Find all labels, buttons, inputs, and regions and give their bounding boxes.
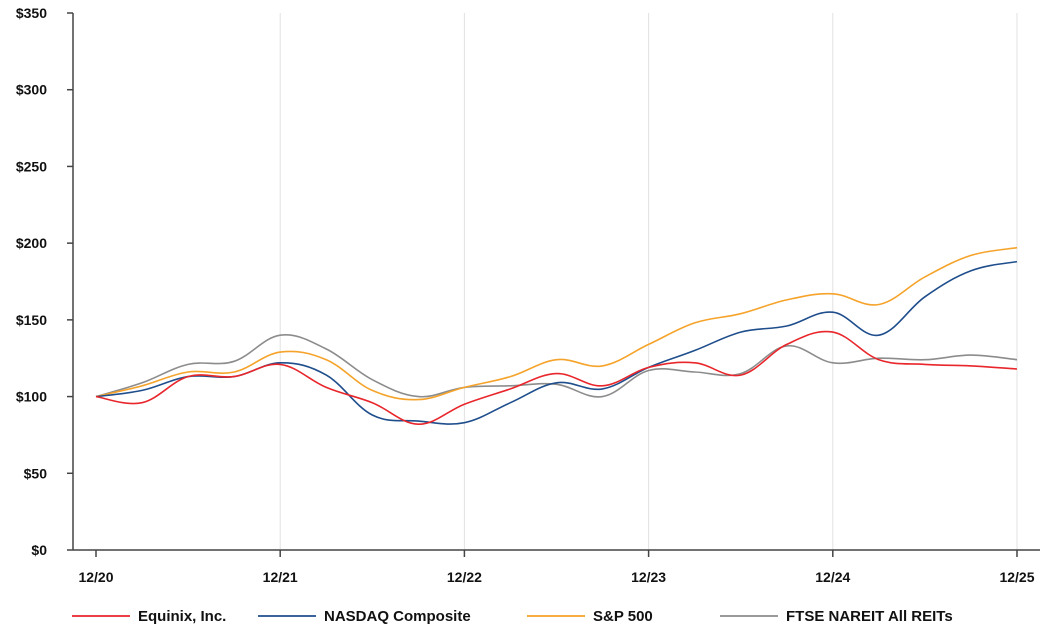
legend-item-equinix-inc: Equinix, Inc. xyxy=(72,608,226,625)
x-tick-label: 12/22 xyxy=(447,569,482,585)
y-tick-label: $200 xyxy=(16,235,47,251)
legend-label: Equinix, Inc. xyxy=(138,608,226,625)
legend-item-s-p-500: S&P 500 xyxy=(527,608,653,625)
y-tick-label: $300 xyxy=(16,82,47,98)
y-tick-label: $250 xyxy=(16,158,47,174)
series-line-nasdaq-composite xyxy=(95,260,1018,425)
legend: Equinix, Inc. NASDAQ Composite S&P 500 FTSE… xyxy=(72,608,953,625)
series-line-s-p-500 xyxy=(95,246,1018,401)
legend-label: NASDAQ Composite xyxy=(324,608,471,625)
series-layer xyxy=(95,246,1018,426)
x-tick-label: 12/25 xyxy=(999,569,1034,585)
y-tick-label: $50 xyxy=(24,465,48,481)
axis-layer: $0 $50 $100 $150 $200 $250 $300 $350 12/20 12/21 1… xyxy=(16,5,1040,585)
series-line-equinix-inc xyxy=(95,330,1018,426)
grid-layer xyxy=(279,13,1018,550)
x-tick-label: 12/21 xyxy=(263,569,298,585)
y-tick-label: $350 xyxy=(16,5,47,21)
legend-label: FTSE NAREIT All REITs xyxy=(786,608,953,625)
y-tick-label: $100 xyxy=(16,389,47,405)
y-tick-label: $150 xyxy=(16,312,47,328)
legend-item-nasdaq-composite: NASDAQ Composite xyxy=(258,608,471,625)
x-tick-label: 12/23 xyxy=(631,569,666,585)
x-tick-label: 12/20 xyxy=(78,569,113,585)
series-line-ftse-nareit-all-reits xyxy=(95,334,1018,398)
x-tick-label: 12/24 xyxy=(815,569,850,585)
y-tick-label: $0 xyxy=(31,542,47,558)
legend-item-ftse-nareit-all-reits: FTSE NAREIT All REITs xyxy=(720,608,953,625)
legend-label: S&P 500 xyxy=(593,608,653,625)
